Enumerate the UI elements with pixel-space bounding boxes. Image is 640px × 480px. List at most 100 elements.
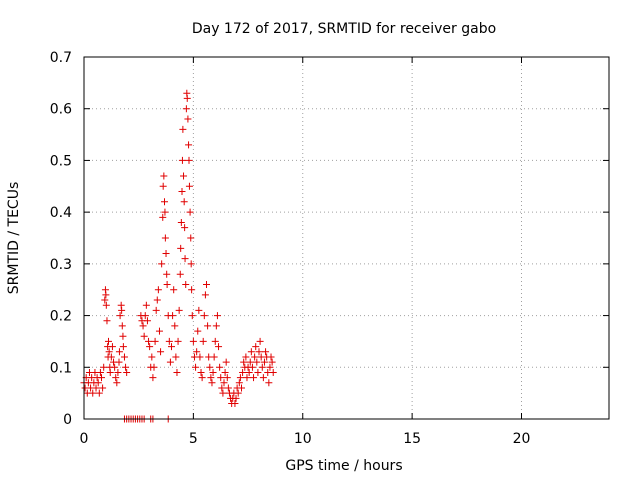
data-point [159,213,167,221]
data-point [112,374,120,382]
data-point [223,374,231,382]
data-point [193,348,201,356]
data-point [161,234,169,242]
data-point [265,379,273,387]
data-point [139,322,147,330]
data-point [115,348,123,356]
y-tick-labels: 0 0.1 0.2 0.3 0.4 0.5 0.6 0.7 [50,50,72,428]
data-point [269,368,277,376]
y-tick-label: 0.3 [50,257,72,273]
axis-ticks [83,56,609,420]
data-point [103,317,111,325]
data-point [98,374,105,382]
data-point [174,337,182,345]
data-point [172,353,180,361]
data-point [146,343,154,351]
data-point [102,291,110,299]
data-point [186,208,194,216]
data-point [183,94,191,102]
data-point [169,312,177,320]
y-tick-label: 0.6 [50,102,72,118]
data-point [187,234,195,242]
data-point [181,224,189,232]
data-point [148,353,156,361]
data-point [199,337,207,345]
data-point [180,198,188,206]
data-point [267,353,275,361]
data-point [194,327,202,335]
data-point [100,363,108,371]
data-point [220,379,228,387]
data-point [201,291,209,299]
data-point [211,337,219,345]
data-point [170,286,178,294]
data-point [99,384,107,392]
data-point [204,322,212,330]
data-point [208,379,216,387]
data-point [145,337,153,345]
data-point [166,358,174,366]
y-tick-label: 0.1 [50,360,72,376]
data-point [155,327,163,335]
data-point [247,348,255,356]
x-tick-labels: 0 5 10 15 20 [80,431,531,447]
data-point [185,141,193,149]
data-point [268,358,276,366]
data-point [165,337,173,345]
data-point [159,182,167,190]
data-point [184,115,192,123]
data-point [181,255,189,263]
data-point [178,187,186,195]
data-point [189,337,197,345]
data-point [217,374,225,382]
data-point [105,348,113,356]
x-tick-label: 10 [294,431,312,447]
data-point [173,368,181,376]
data-point [246,358,254,366]
data-point [96,368,104,376]
data-point [113,379,121,387]
data-point [182,105,190,113]
data-point [177,244,185,252]
data-point [222,358,230,366]
data-point [115,358,123,366]
data-point [224,384,232,392]
y-axis-label: SRMTID / TECUs [6,182,22,295]
data-point [162,250,170,258]
data-point [187,260,195,268]
data-point [255,348,263,356]
data-point [250,374,258,382]
data-point [142,301,150,309]
data-point [107,353,115,361]
y-tick-label: 0.7 [50,50,72,66]
data-point [140,332,148,340]
chart-title: Day 172 of 2017, SRMTID for receiver gab… [192,21,496,37]
data-point [119,332,127,340]
data-point [143,317,151,325]
data-point [151,337,159,345]
data-point [168,343,175,351]
data-point [197,368,205,376]
data-point [89,389,97,397]
data-point [210,353,218,361]
data-point [253,358,261,366]
data-point [94,379,102,387]
data-point [203,281,210,289]
data-point [231,399,239,407]
data-point [101,296,109,304]
data-point [238,384,245,392]
data-point [232,394,240,402]
data-point [152,306,160,314]
data-point [219,389,227,397]
data-point [111,363,119,371]
data-point [252,343,260,351]
data-point [254,368,262,376]
data-point [242,353,250,361]
data-point [207,374,215,382]
data-point [105,337,112,345]
data-point [92,384,100,392]
data-point [218,384,226,392]
data-point [182,281,190,289]
x-axis-label: GPS time / hours [285,458,402,474]
